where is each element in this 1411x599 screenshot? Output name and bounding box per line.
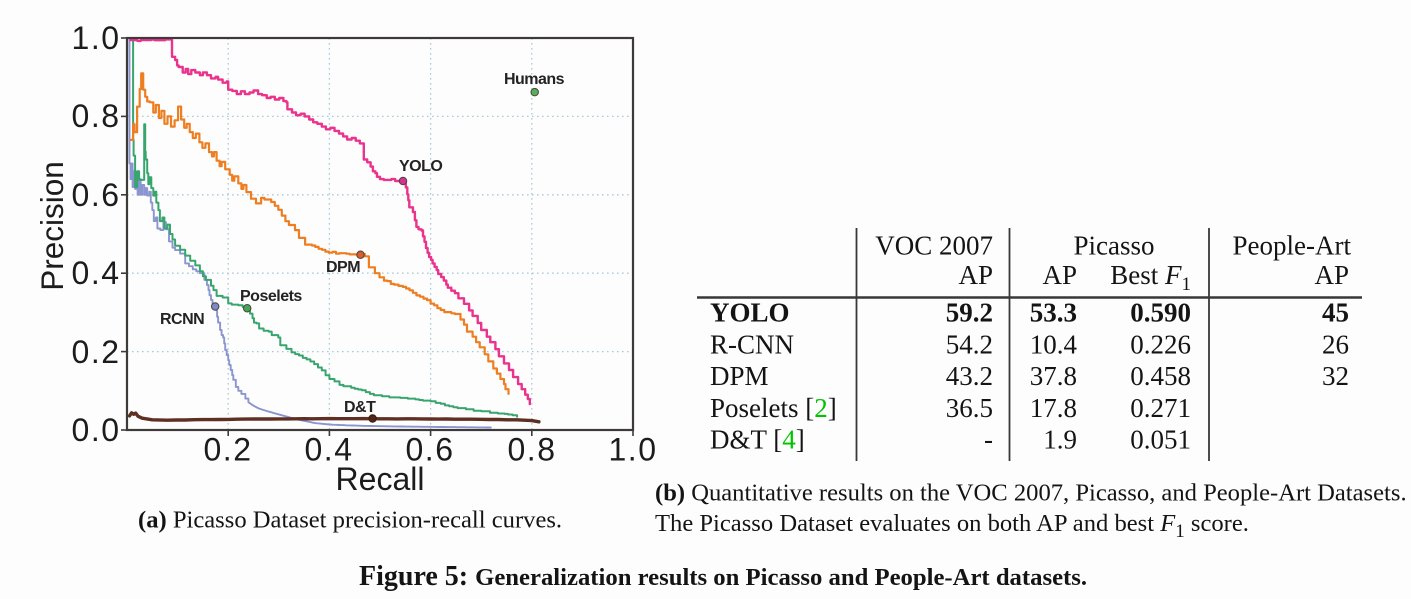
svg-text:Poselets [2]: Poselets [2] xyxy=(710,393,837,423)
svg-text:0.2: 0.2 xyxy=(72,334,121,370)
svg-text:0.0: 0.0 xyxy=(72,412,121,448)
svg-text:Best F1: Best F1 xyxy=(1110,260,1191,295)
svg-text:R-CNN: R-CNN xyxy=(710,329,794,359)
svg-text:1.9: 1.9 xyxy=(1043,425,1077,455)
svg-text:32: 32 xyxy=(1322,361,1349,391)
svg-text:1.0: 1.0 xyxy=(72,20,121,56)
svg-text:59.2: 59.2 xyxy=(946,298,993,328)
svg-text:YOLO: YOLO xyxy=(399,158,442,175)
svg-text:0.4: 0.4 xyxy=(72,255,121,291)
svg-text:17.8: 17.8 xyxy=(1030,393,1077,423)
svg-text:Humans: Humans xyxy=(504,71,565,88)
svg-text:DPM: DPM xyxy=(710,361,769,391)
svg-text:Poselets: Poselets xyxy=(240,288,302,305)
svg-text:0.6: 0.6 xyxy=(72,177,121,213)
svg-text:45: 45 xyxy=(1322,298,1349,328)
svg-text:AP: AP xyxy=(1314,260,1349,290)
svg-text:0.8: 0.8 xyxy=(508,432,557,468)
svg-text:36.5: 36.5 xyxy=(946,393,993,423)
svg-text:0.590: 0.590 xyxy=(1130,298,1191,328)
svg-text:The Picasso Dataset evaluates: The Picasso Dataset evaluates on both AP… xyxy=(655,510,1249,542)
svg-text:D&T: D&T xyxy=(344,399,376,416)
svg-text:0.271: 0.271 xyxy=(1130,393,1191,423)
svg-text:37.8: 37.8 xyxy=(1030,361,1077,391)
svg-text:26: 26 xyxy=(1322,329,1349,359)
svg-text:Recall: Recall xyxy=(336,461,425,497)
svg-text:(b) Quantitative results on th: (b) Quantitative results on the VOC 2007… xyxy=(655,480,1407,507)
svg-text:(a) Picasso Dataset precision-: (a) Picasso Dataset precision-recall cur… xyxy=(138,507,562,534)
svg-text:AP: AP xyxy=(958,260,993,290)
svg-text:0.226: 0.226 xyxy=(1130,329,1191,359)
svg-text:AP: AP xyxy=(1042,260,1077,290)
svg-text:D&T [4]: D&T [4] xyxy=(710,425,805,455)
svg-text:0.6: 0.6 xyxy=(406,432,455,468)
svg-text:0.8: 0.8 xyxy=(72,98,121,134)
svg-text:VOC 2007: VOC 2007 xyxy=(875,231,993,261)
svg-text:-: - xyxy=(984,425,993,455)
svg-text:0.051: 0.051 xyxy=(1130,425,1191,455)
svg-text:54.2: 54.2 xyxy=(946,329,993,359)
svg-text:Precision: Precision xyxy=(34,161,70,291)
svg-text:0.458: 0.458 xyxy=(1130,361,1191,391)
svg-text:Figure 5: Generalization resul: Figure 5: Generalization results on Pica… xyxy=(359,561,1087,592)
svg-text:0.4: 0.4 xyxy=(305,432,354,468)
svg-text:43.2: 43.2 xyxy=(946,361,993,391)
svg-text:YOLO: YOLO xyxy=(710,298,790,328)
svg-text:Picasso: Picasso xyxy=(1074,231,1155,261)
svg-text:RCNN: RCNN xyxy=(160,311,204,328)
svg-text:1.0: 1.0 xyxy=(609,432,658,468)
svg-text:53.3: 53.3 xyxy=(1030,298,1077,328)
svg-text:10.4: 10.4 xyxy=(1030,329,1078,359)
svg-text:People-Art: People-Art xyxy=(1233,231,1352,261)
svg-text:0.2: 0.2 xyxy=(204,432,253,468)
svg-text:DPM: DPM xyxy=(326,259,360,276)
